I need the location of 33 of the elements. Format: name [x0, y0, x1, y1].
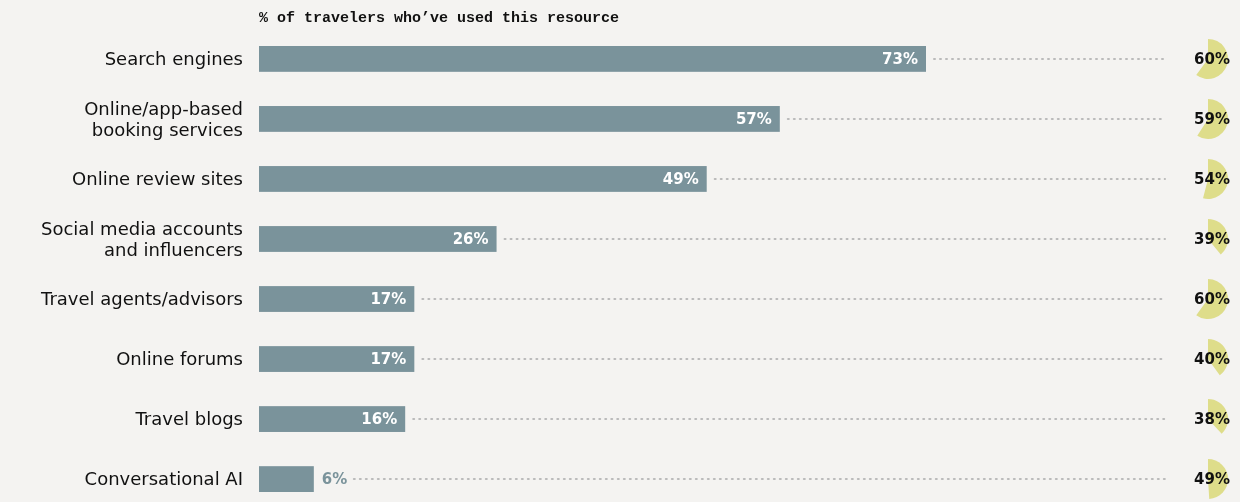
data-label: 38% [1194, 410, 1230, 429]
bar [259, 46, 926, 72]
data-label: 57% [735, 110, 772, 129]
y-tick-label: Travel agents/advisors [40, 288, 243, 310]
data-label: 49% [1194, 470, 1230, 489]
data-label: 60% [1194, 50, 1230, 69]
data-label: 39% [1194, 230, 1230, 249]
y-tick-label: Search engines [104, 48, 243, 70]
y-tick-label: Conversational AI [84, 468, 243, 490]
y-tick-label: Online review sites [72, 168, 243, 190]
data-label: 17% [370, 350, 407, 369]
y-tick-label: Social media accounts and influencers [41, 217, 243, 260]
bar [259, 166, 707, 192]
data-label: 17% [370, 290, 407, 309]
y-tick-label: Travel blogs [134, 408, 243, 430]
y-tick-label: Online/app-based booking services [84, 97, 243, 140]
bar [259, 406, 406, 432]
data-label: 40% [1194, 350, 1230, 369]
bar [259, 346, 415, 372]
bar [259, 106, 780, 132]
y-tick-label: Online forums [116, 348, 243, 370]
data-label: 59% [1194, 110, 1230, 129]
data-label: 73% [882, 50, 918, 69]
data-label: 54% [1194, 170, 1230, 189]
bar [259, 466, 314, 492]
data-label: 49% [662, 170, 699, 189]
data-label: 26% [452, 230, 489, 249]
data-label: 6% [321, 470, 348, 489]
data-label: 16% [361, 410, 398, 429]
data-label: 60% [1194, 290, 1230, 309]
bar [259, 286, 415, 312]
chart-title: % of travelers who’ve used this resource [259, 10, 620, 28]
bar [259, 226, 497, 252]
